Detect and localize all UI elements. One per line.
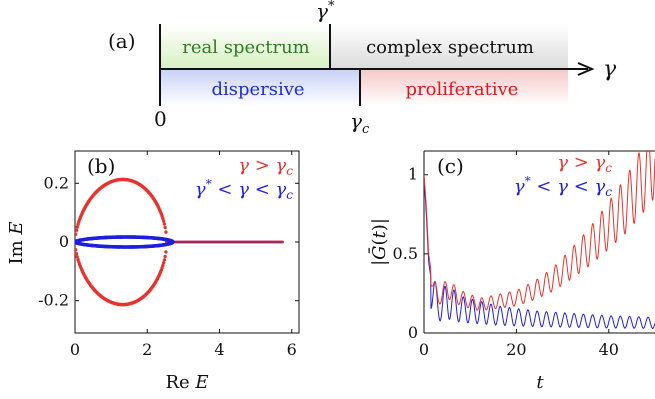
panel-c-ylabel: |Ḡ(t)| [366, 218, 390, 266]
c-xtick-label: 40 [599, 340, 619, 359]
dispersive-label: dispersive [211, 79, 304, 100]
series-gamma-gt-gc-line [424, 151, 655, 311]
lobe-point [162, 258, 167, 262]
lobe-point [75, 255, 79, 259]
series-gamma-between-line [424, 174, 655, 330]
panel-b-label: (b) [87, 154, 115, 178]
lobe-point [163, 254, 167, 259]
panel-c-xlabel: t [536, 372, 544, 393]
lobe-point [75, 252, 79, 256]
c-ytick-label: 1 [408, 165, 418, 184]
gamma-star-label: γ* [316, 0, 335, 23]
panel-a-label: (a) [108, 29, 136, 53]
b-ytick-label: 0.2 [44, 173, 69, 192]
b-ytick-label: -0.2 [38, 291, 69, 310]
gamma-axis-label: γ [603, 57, 617, 82]
gamma-c-label: γc [350, 109, 370, 137]
complex-spectrum-label: complex spectrum [366, 37, 534, 58]
panel-b-legend-blue: γ* < γ < γc [195, 177, 293, 202]
b-xtick-label: 0 [70, 340, 80, 359]
b-xtick-label: 6 [287, 340, 297, 359]
panel-c-legend-red: γ > γc [557, 152, 612, 175]
complex-spectrum-region [330, 24, 568, 68]
lobe-point [162, 222, 167, 226]
lobe-point [75, 228, 79, 232]
panel-b-ticks: 0 2 4 6 -0.2 0 0.2 [38, 151, 299, 359]
lobe-point [161, 261, 166, 265]
panel-b-legend-red: γ > γc [238, 155, 293, 178]
origin-label: 0 [154, 107, 167, 131]
panel-b: 0 2 4 6 -0.2 0 0.2 (b) γ > γc γ* < γ < γc Im E… [6, 150, 300, 393]
panel-b-ylabel: Im E [6, 221, 27, 264]
panel-c-label: (c) [437, 154, 464, 178]
real-spectrum-label: real spectrum [182, 37, 309, 58]
lobe-point [161, 219, 166, 223]
lobe-point [75, 248, 78, 252]
panel-c-legend-blue: γ* < γ < γc [514, 174, 612, 199]
panel-c: 0 20 40 0 0.5 1 (c) γ > γc γ* < γ < γc |Ḡ(t)|… [366, 150, 655, 393]
lobe-point [164, 250, 168, 254]
lobe-point [161, 216, 165, 221]
panel-b-xlabel: Re E [165, 372, 208, 393]
c-ytick-label: 0 [408, 323, 418, 342]
c-xtick-label: 0 [419, 340, 429, 359]
series-gamma-between-points [75, 235, 175, 249]
panel-a: (a) real spectrum complex spectrum dispe… [108, 0, 617, 137]
panel-c-ticks: 0 20 40 0 0.5 1 [393, 151, 619, 359]
lobe-point [163, 225, 167, 230]
lobe-point [75, 232, 78, 236]
c-xtick-label: 20 [506, 340, 526, 359]
c-ytick-label: 0.5 [393, 244, 418, 263]
proliferative-region [360, 70, 568, 106]
gamma-axis-arrowhead [577, 62, 595, 76]
b-ytick-label: 0 [59, 232, 69, 251]
b-xtick-label: 2 [142, 340, 152, 359]
lobe-point [75, 225, 79, 229]
b-xtick-label: 4 [214, 340, 224, 359]
dispersive-region [160, 70, 360, 106]
lobe-point [161, 263, 165, 268]
real-spectrum-region [160, 24, 330, 68]
series-gamma-gt-gc-points [75, 177, 284, 307]
lobe-point [171, 240, 175, 244]
proliferative-label: proliferative [406, 79, 519, 100]
lobe-point [164, 230, 168, 234]
